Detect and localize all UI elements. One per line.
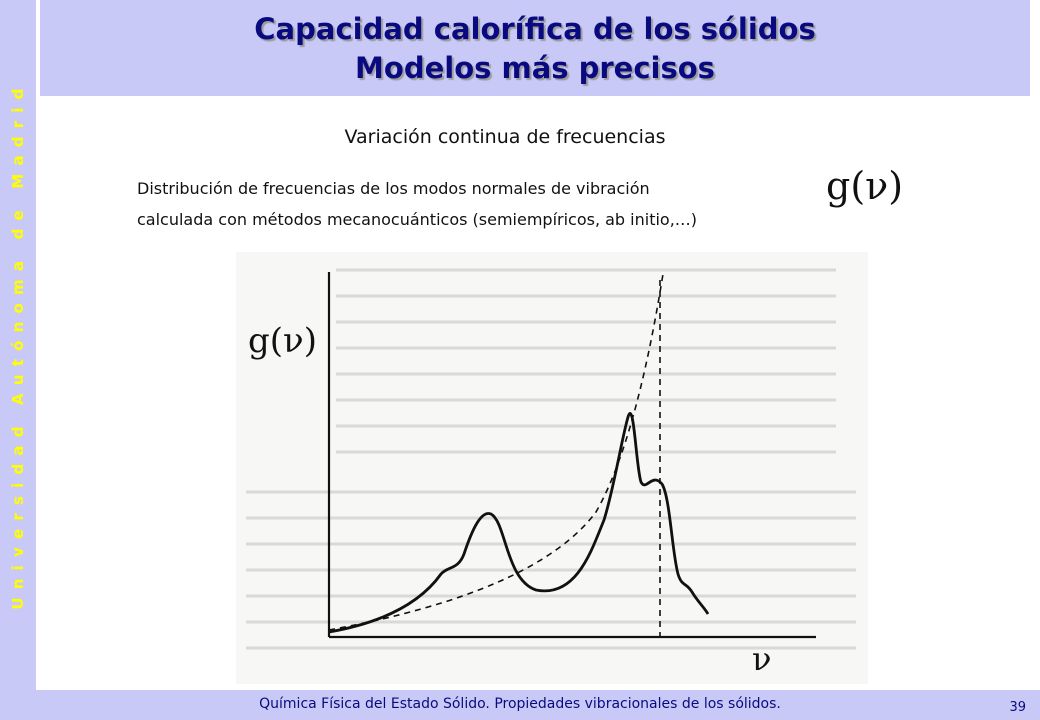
footer-banner: Química Física del Estado Sólido. Propie… (0, 690, 1040, 720)
footer-caption: Química Física del Estado Sólido. Propie… (259, 696, 781, 712)
slide-title: Capacidad calorífica de los sólidos (254, 12, 816, 46)
description-line-2: calculada con métodos mecanocuánticos (s… (137, 210, 698, 229)
debye-dashed-curve (328, 273, 664, 631)
frequency-distribution-figure: g(ν) ν (236, 252, 868, 684)
density-of-states-curve (328, 412, 710, 634)
background-texture (246, 268, 856, 650)
y-axis-label: g(ν) (248, 321, 317, 361)
g-nu-symbol: g(ν) (826, 164, 904, 208)
slide-subtitle: Modelos más precisos (355, 51, 715, 85)
title-banner: Capacidad calorífica de los sólidos Mode… (40, 0, 1030, 96)
section-heading: Variación continua de frecuencias (344, 126, 666, 148)
x-axis-label: ν (752, 640, 771, 678)
page-number: 39 (1009, 700, 1026, 715)
description-line-1: Distribución de frecuencias de los modos… (137, 179, 650, 198)
university-name: Universidad Autónoma de Madrid (9, 80, 27, 610)
figure-svg: g(ν) ν (246, 268, 856, 678)
sidebar-banner: Universidad Autónoma de Madrid (0, 0, 36, 690)
